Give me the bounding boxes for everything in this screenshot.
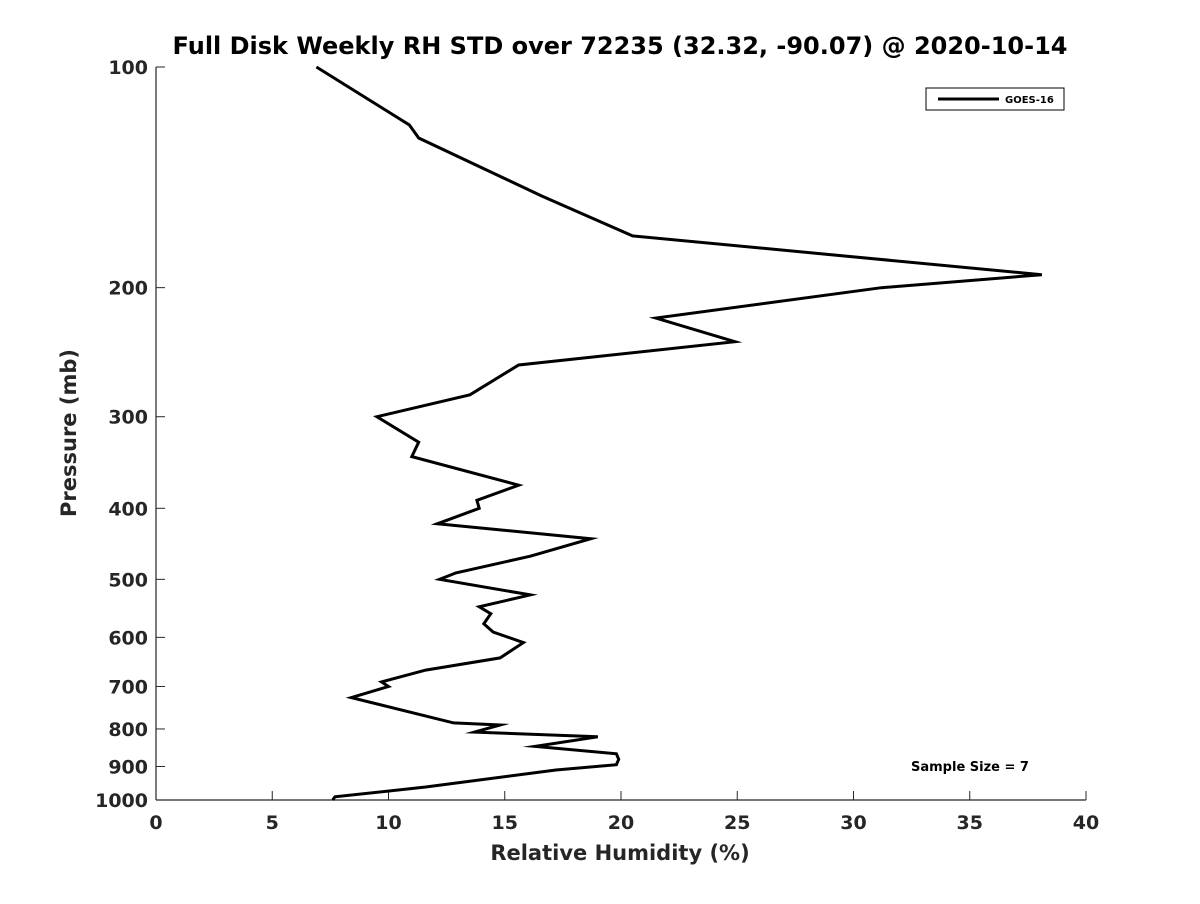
x-tick-label: 30 — [840, 812, 866, 834]
y-tick-label: 500 — [108, 569, 148, 591]
series-line-goes-16 — [315, 65, 1042, 801]
y-axis-label: Pressure (mb) — [57, 349, 81, 517]
x-tick-label: 40 — [1073, 812, 1099, 834]
plot-area — [156, 67, 1086, 800]
y-tick-label: 400 — [108, 498, 148, 520]
chart-title: Full Disk Weekly RH STD over 72235 (32.3… — [173, 32, 1068, 60]
y-tick-label: 300 — [108, 407, 148, 429]
legend: GOES-16 — [925, 87, 1065, 111]
sample-size-annotation: Sample Size = 7 — [911, 760, 1029, 775]
y-tick-label: 600 — [108, 627, 148, 649]
series-layer — [315, 65, 1042, 801]
x-tick-label: 15 — [492, 812, 518, 834]
y-tick-label: 100 — [108, 57, 148, 79]
x-tick-label: 35 — [957, 812, 983, 834]
axes: 0 5 10 15 20 25 30 35 40 100 200 300 400 500 600 700 800… — [95, 57, 1099, 834]
y-tick-label: 800 — [108, 719, 148, 741]
x-tick-label: 0 — [149, 812, 162, 834]
x-tick-label: 10 — [375, 812, 401, 834]
y-tick-label: 900 — [108, 756, 148, 778]
y-tick-label: 200 — [108, 278, 148, 300]
x-axis-label: Relative Humidity (%) — [490, 841, 749, 865]
x-tick-label: 25 — [724, 812, 750, 834]
y-tick-label: 700 — [108, 676, 148, 698]
x-tick-label: 20 — [608, 812, 634, 834]
x-tick-label: 5 — [266, 812, 279, 834]
legend-label: GOES-16 — [1005, 95, 1054, 106]
y-tick-label: 1000 — [95, 790, 148, 812]
